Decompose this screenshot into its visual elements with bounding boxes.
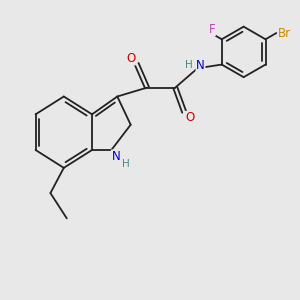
- Text: N: N: [196, 59, 205, 72]
- Text: F: F: [209, 23, 215, 36]
- Text: O: O: [126, 52, 135, 65]
- Text: O: O: [185, 111, 195, 124]
- Text: Br: Br: [278, 26, 291, 40]
- Text: N: N: [111, 150, 120, 163]
- Text: H: H: [122, 159, 130, 169]
- Text: H: H: [185, 60, 193, 70]
